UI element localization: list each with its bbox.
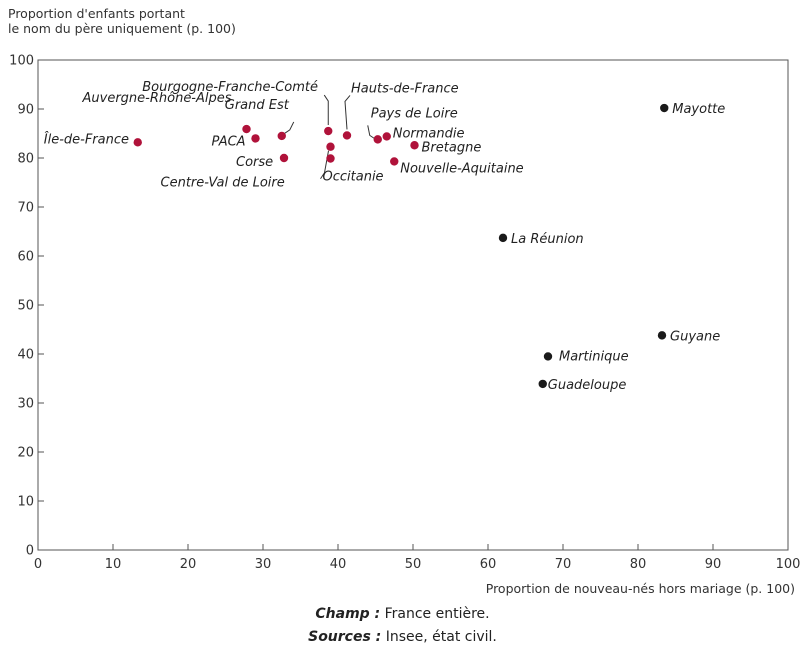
scatter-chart: 0 10 20 30 40 50 60 70 80 90 100 0 10 20 30 40 50 60 70 80 9… xyxy=(9,54,800,573)
y-tick-label: 70 xyxy=(17,201,34,216)
data-point xyxy=(326,154,335,163)
y-tick-label: 30 xyxy=(17,397,34,412)
data-point xyxy=(657,331,667,340)
leader-line xyxy=(344,95,351,130)
y-tick-label: 50 xyxy=(17,299,34,314)
data-point xyxy=(324,126,333,136)
x-tick-label: 30 xyxy=(255,557,272,572)
x-tick-label: 100 xyxy=(776,557,801,572)
data-point xyxy=(410,141,419,150)
x-tick-label: 60 xyxy=(480,557,497,572)
leader-line xyxy=(367,125,377,140)
champ-text: France entière. xyxy=(380,606,490,622)
data-point xyxy=(277,131,286,141)
point-label: Pays de Loire xyxy=(371,106,458,121)
x-tick-label: 80 xyxy=(630,557,647,572)
y-axis-title: Proportion d'enfants portant le nom du p… xyxy=(8,6,236,36)
point-label: Mayotte xyxy=(672,102,725,117)
data-point xyxy=(543,352,553,361)
point-label: Île-de-France xyxy=(44,131,129,147)
sources-text: Insee, état civil. xyxy=(381,629,497,645)
data-point xyxy=(498,233,508,243)
data-point xyxy=(390,157,399,166)
sources-label: Sources : xyxy=(308,629,382,645)
point-label: Nouvelle-Aquitaine xyxy=(400,161,523,176)
point-label: Corse xyxy=(236,155,273,170)
point-label: Bretagne xyxy=(422,140,482,155)
x-tick-label: 70 xyxy=(555,557,572,572)
y-tick-label: 20 xyxy=(17,446,34,461)
x-tick-label: 40 xyxy=(330,557,347,572)
data-point xyxy=(279,153,289,163)
y-tick-label: 90 xyxy=(17,103,34,118)
leader-line xyxy=(283,121,295,135)
y-tick-label: 0 xyxy=(26,544,34,559)
data-point xyxy=(133,138,142,147)
data-point xyxy=(251,134,260,143)
point-label: Hauts-de-France xyxy=(351,81,459,96)
data-point xyxy=(373,135,382,144)
x-tick-label: 20 xyxy=(180,557,197,572)
point-label: Centre-Val de Loire xyxy=(161,176,285,191)
point-label: Guadeloupe xyxy=(548,378,627,393)
y-tick-label: 40 xyxy=(17,348,34,363)
point-label: Bourgogne-Franche-Comté xyxy=(142,80,318,95)
data-point xyxy=(382,132,391,141)
sources-note: Sources : Insee, état civil. xyxy=(0,629,805,645)
y-tick-label: 60 xyxy=(17,250,34,265)
point-label: Occitanie xyxy=(323,169,384,184)
champ-note: Champ : France entière. xyxy=(0,606,805,622)
leader-line xyxy=(323,94,329,126)
point-label: PACA xyxy=(212,134,246,149)
y-axis-title-line-2: le nom du père uniquement (p. 100) xyxy=(8,21,236,36)
y-tick-label: 80 xyxy=(17,152,34,167)
point-label: Grand Est xyxy=(225,98,290,113)
x-tick-label: 0 xyxy=(34,557,42,572)
point-label: La Réunion xyxy=(511,232,584,247)
data-point xyxy=(660,103,669,113)
x-tick-label: 10 xyxy=(105,557,122,572)
data-point xyxy=(242,124,251,134)
y-axis-title-line-1: Proportion d'enfants portant xyxy=(8,6,185,21)
champ-label: Champ : xyxy=(315,606,381,622)
axes: 0 10 20 30 40 50 60 70 80 90 100 0 10 20 30 40 50 60 70 80 9… xyxy=(9,54,800,573)
point-label: Martinique xyxy=(559,349,629,364)
point-label: Guyane xyxy=(670,329,720,344)
x-tick-label: 50 xyxy=(405,557,422,572)
leader-lines xyxy=(283,94,377,180)
point-label: Auvergne-Rhône-Alpes xyxy=(82,91,232,106)
data-points xyxy=(133,103,669,389)
data-point xyxy=(538,379,547,389)
data-point xyxy=(326,142,335,151)
x-tick-label: 90 xyxy=(705,557,722,572)
y-tick-label: 100 xyxy=(9,54,34,69)
point-labels: Île-de-France Auvergne-Rhône-Alpes PACA Gra… xyxy=(44,80,726,393)
data-point xyxy=(342,131,352,140)
point-label: Normandie xyxy=(393,126,465,141)
x-axis-title: Proportion de nouveau-nés hors mariage (… xyxy=(485,581,795,596)
y-tick-label: 10 xyxy=(17,495,34,510)
